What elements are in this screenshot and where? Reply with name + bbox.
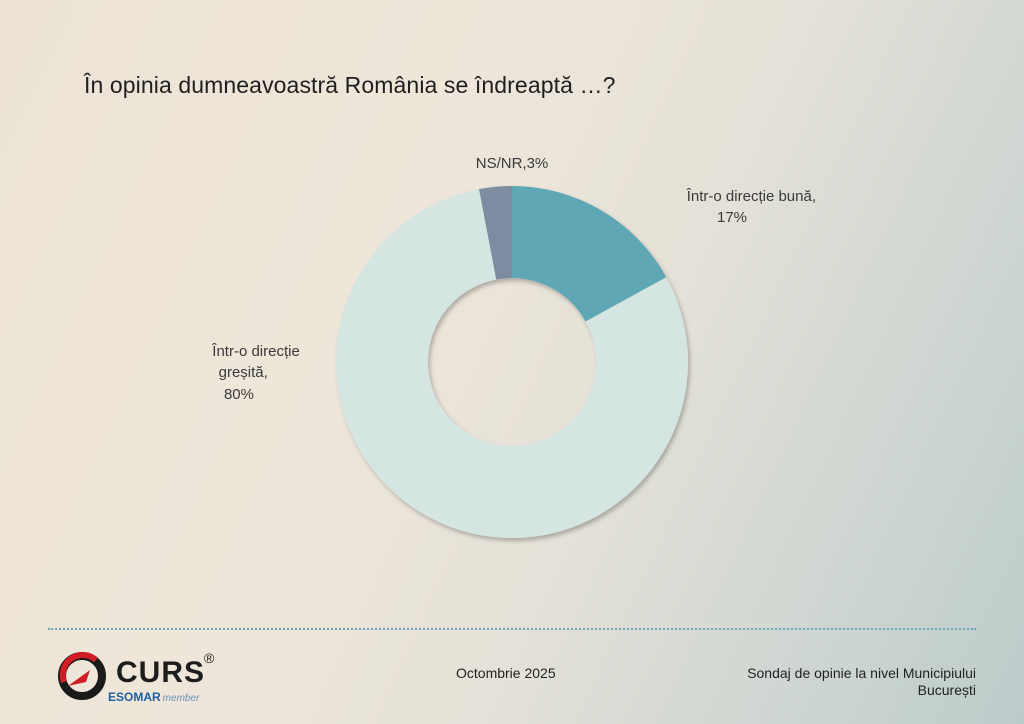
logo-affiliation-name: ESOMAR	[108, 690, 161, 704]
chart-title: În opinia dumneavoastră România se îndre…	[84, 72, 616, 98]
slice-label-good-name: Într-o direcție bună,	[686, 188, 816, 205]
slice-value-wrong-text: 80%	[224, 386, 254, 403]
logo-affiliation-suffix: member	[162, 693, 200, 704]
slice-label-wrong: Într-o direcție greșită, 80%	[211, 343, 304, 403]
slice-value-good: 17%	[717, 209, 747, 226]
footer-source-line1: Sondaj de opinie la nivel Municipiului	[747, 665, 976, 681]
slice-label-nsnr: NS/NR,3%	[476, 155, 549, 172]
slice-value-good-text: 17%	[717, 209, 747, 226]
slice-label-nsnr-text: NS/NR,3%	[476, 155, 549, 172]
curs-logo: CURS ® ESOMAR member	[56, 650, 236, 710]
slice-nsnr	[479, 186, 512, 280]
footer-source: Sondaj de opinie la nivel Municipiului B…	[676, 665, 976, 699]
curs-logo-icon	[58, 652, 106, 700]
slice-good	[512, 186, 667, 322]
slice-label-wrong-line2: greșită,	[219, 364, 268, 381]
slice-label-good: Într-o direcție bună,	[686, 188, 816, 205]
footer-source-line2: București	[917, 682, 976, 698]
logo-registered: ®	[204, 650, 215, 666]
footer-date: Octombrie 2025	[456, 665, 556, 681]
slice-label-wrong-line1: Într-o direcție	[211, 343, 300, 360]
slice-wrong	[336, 189, 689, 539]
logo-affiliation: ESOMAR member	[108, 690, 199, 704]
footer-divider	[48, 628, 976, 630]
logo-name: CURS	[116, 656, 206, 689]
